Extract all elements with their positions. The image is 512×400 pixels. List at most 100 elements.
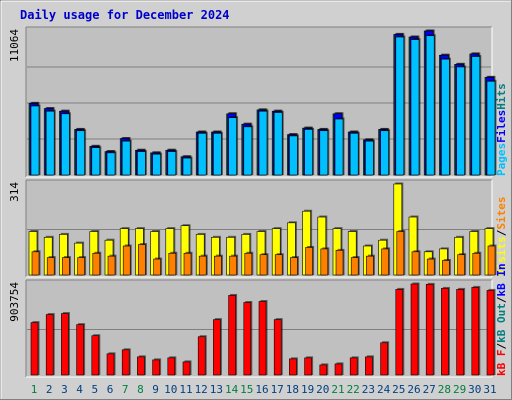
day-label: 17 <box>271 383 284 396</box>
sites-bar <box>31 251 40 276</box>
day-label: 12 <box>195 383 208 396</box>
pages-bar <box>441 58 450 176</box>
sites-bar <box>153 258 161 276</box>
sites-bar <box>305 247 313 276</box>
pages-bar <box>213 133 222 176</box>
bottom-legend: kB F/kB Out/kB In <box>495 263 508 376</box>
pages-bar <box>486 80 496 176</box>
day-label: 3 <box>61 383 68 396</box>
pages-bar <box>121 140 131 176</box>
legend-item: Hits <box>495 83 508 110</box>
kbf-bar <box>213 319 221 376</box>
kbf-bar <box>304 357 312 376</box>
kbf-bar <box>45 314 54 376</box>
bottom-max-label: 903754 <box>8 282 21 322</box>
day-label: 27 <box>423 383 436 396</box>
pages-bar <box>304 129 313 176</box>
day-label: 24 <box>377 383 391 396</box>
day-label: 30 <box>468 383 481 396</box>
pages-bar <box>243 126 253 176</box>
sites-bar <box>426 258 435 276</box>
day-label: 4 <box>76 383 83 396</box>
kbf-bar <box>182 361 191 376</box>
pages-bar <box>380 130 389 176</box>
kbf-bar <box>243 302 252 376</box>
kbf-bar <box>106 353 115 376</box>
day-label: 25 <box>392 383 405 396</box>
sites-bar <box>442 260 450 276</box>
day-label: 29 <box>453 383 466 396</box>
kbf-bar <box>167 357 176 376</box>
kbf-bar <box>334 363 343 376</box>
legend-item: Visits <box>495 236 508 276</box>
pages-bar <box>106 152 116 176</box>
day-label: 9 <box>152 383 159 396</box>
day-label: 8 <box>137 383 144 396</box>
legend-item: Files <box>495 110 508 143</box>
sites-bar <box>320 248 329 276</box>
legend-item: Pages <box>495 143 508 176</box>
top-max-label: 11064 <box>8 29 21 62</box>
day-label: 26 <box>407 383 420 396</box>
pages-bar <box>167 151 177 176</box>
pages-bar <box>273 112 283 176</box>
kbf-bar <box>121 349 130 376</box>
pages-bar <box>334 118 344 176</box>
day-label: 16 <box>255 383 268 396</box>
sites-bar <box>62 257 70 276</box>
day-label: 23 <box>362 383 375 396</box>
sites-bar <box>487 245 496 276</box>
pages-bar <box>289 135 298 176</box>
sites-bar <box>411 251 420 276</box>
sites-bar <box>77 257 85 276</box>
pages-bar <box>349 133 359 176</box>
kbf-bar <box>425 284 434 376</box>
kbf-bar <box>410 283 419 376</box>
sites-bar <box>107 255 116 276</box>
kbf-bar <box>273 319 282 376</box>
pages-bar <box>258 110 268 176</box>
middle-legend: Visits/Sites <box>495 197 508 277</box>
kbf-bar <box>76 324 84 376</box>
pages-bar <box>410 39 420 176</box>
day-label: 31 <box>483 383 496 396</box>
kbf-bar <box>137 356 145 376</box>
day-label: 20 <box>316 383 329 396</box>
top-legend: PagesFilesHits <box>495 83 508 176</box>
pages-bar <box>137 151 146 176</box>
sites-bar <box>290 257 298 276</box>
sites-bar <box>244 252 253 276</box>
day-label: 5 <box>91 383 98 396</box>
day-label: 6 <box>107 383 114 396</box>
pages-bar <box>61 113 70 176</box>
pages-bar <box>197 133 207 176</box>
pages-bar <box>182 157 192 176</box>
sites-bar <box>472 252 481 276</box>
kbf-bar <box>91 335 100 376</box>
sites-bar <box>168 252 177 276</box>
kbf-bar <box>197 336 206 376</box>
sites-bar <box>457 254 465 276</box>
kbf-bar <box>471 287 480 376</box>
day-label: 1 <box>31 383 38 396</box>
sites-bar <box>198 255 207 276</box>
sites-bar <box>366 255 374 276</box>
day-label: 2 <box>46 383 53 396</box>
legend-item: Sites <box>495 197 508 230</box>
sites-bar <box>274 254 283 276</box>
legend-item: / <box>495 229 508 236</box>
day-label: 22 <box>347 383 360 396</box>
kbf-bar <box>152 359 160 376</box>
sites-bar <box>229 255 237 276</box>
sites-bar <box>92 252 101 276</box>
kbf-bar <box>30 322 39 376</box>
pages-bar <box>45 110 55 176</box>
middle-max-label: 314 <box>8 182 21 202</box>
pages-bar <box>228 117 237 176</box>
sites-bar <box>46 257 55 276</box>
kbf-bar <box>228 295 236 376</box>
kbf-bar <box>365 356 373 376</box>
sites-bar <box>396 231 405 276</box>
